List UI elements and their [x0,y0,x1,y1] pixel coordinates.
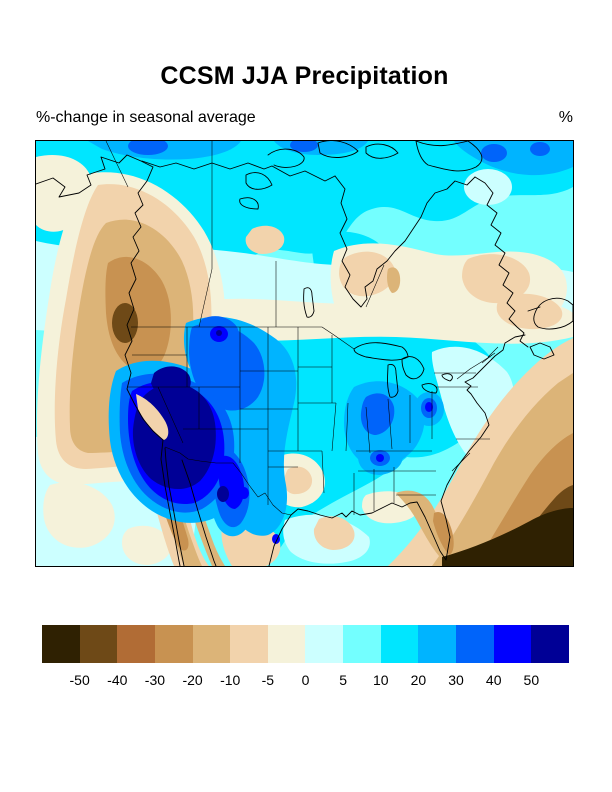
colorbar-segment [42,625,80,663]
colorbar-tick-label: -10 [220,672,241,688]
colorbar-segment [230,625,268,663]
colorbar-tick-label: -5 [261,672,275,688]
colorbar-tick-label: -20 [182,672,203,688]
colorbar-swatches [42,625,569,663]
colorbar-tick-label: 50 [523,672,540,688]
colorbar-tick-label: 0 [301,672,310,688]
figure-subhead: %-change in seasonal average % [36,109,573,127]
colorbar-segment [305,625,344,663]
colorbar-segment [456,625,494,663]
colorbar-segment [117,625,155,663]
colorbar-segment [343,625,381,663]
contour-fills [36,141,573,566]
colorbar-segment [79,625,118,663]
colorbar-tick-label: 40 [485,672,502,688]
colorbar-tick-label: 5 [339,672,348,688]
map-frame [35,140,574,567]
precipitation-map [36,141,573,566]
colorbar-tick-label: -30 [144,672,166,688]
colorbar-labels: -50 -40 -30 -20 -10 -5 0 5 10 20 30 40 50 [42,672,569,690]
colorbar-segment [192,625,231,663]
colorbar-segment [267,625,306,663]
colorbar-segment [380,625,419,663]
colorbar-tick-label: 10 [372,672,389,688]
figure-title: CCSM JJA Precipitation [160,62,449,90]
colorbar-segment [493,625,532,663]
colorbar-segment [418,625,457,663]
colorbar-tick-label: -40 [107,672,128,688]
figure-subtitle: %-change in seasonal average [36,109,256,126]
unit-label: % [558,109,573,126]
colorbar-tick-label: -50 [69,672,90,688]
colorbar: -50 -40 -30 -20 -10 -5 0 5 10 20 30 40 50 [42,625,569,690]
borders-layer [105,141,499,516]
colorbar-tick-label: 30 [448,672,464,688]
colorbar-segment [154,625,193,663]
colorbar-segment [531,625,569,663]
coastlines-layer [36,141,573,566]
colorbar-tick-label: 20 [410,672,427,688]
